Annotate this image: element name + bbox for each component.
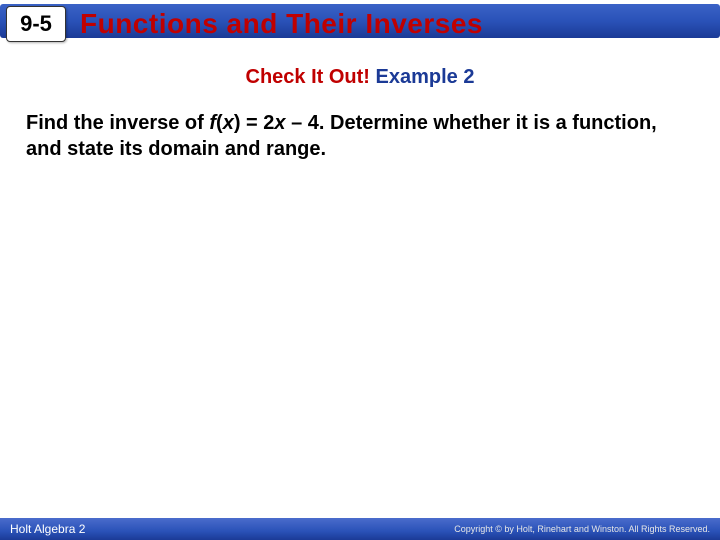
paren-open: ( xyxy=(216,112,223,134)
footer-book-title: Holt Algebra 2 xyxy=(10,522,85,536)
copyright-text: Copyright © by Holt, Rinehart and Winsto… xyxy=(454,524,710,534)
problem-statement: Find the inverse of f(x) = 2x – 4. Deter… xyxy=(26,111,694,162)
section-number-badge: 9-5 xyxy=(6,6,66,42)
section-number: 9-5 xyxy=(20,11,52,37)
slide-header: 9-5 Functions and Their Inverses xyxy=(0,0,720,48)
fn-rhs: ) = 2 xyxy=(234,112,275,134)
var-x: x xyxy=(223,112,234,134)
subtitle-check-it-out: Check It Out! xyxy=(246,66,370,88)
problem-lead: Find the inverse of xyxy=(26,112,209,134)
var-x-2: x xyxy=(274,112,285,134)
slide-title: Functions and Their Inverses xyxy=(80,8,483,40)
subtitle-example-number: Example 2 xyxy=(370,66,475,88)
example-subtitle: Check It Out! Example 2 xyxy=(0,66,720,89)
slide-footer: Holt Algebra 2 Copyright © by Holt, Rine… xyxy=(0,518,720,540)
footer-copyright: Copyright © by Holt, Rinehart and Winsto… xyxy=(454,524,710,534)
